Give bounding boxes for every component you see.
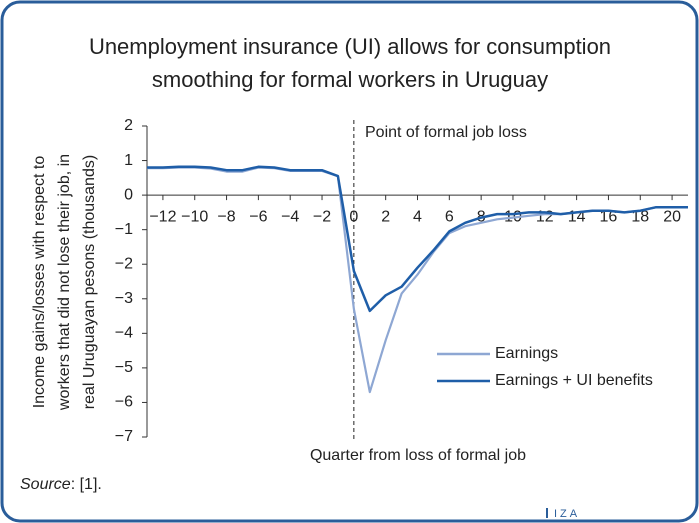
x-tick-label: −4 <box>281 208 299 225</box>
x-axis-label: Quarter from loss of formal job <box>310 447 526 464</box>
y-tick-label: −2 <box>115 255 133 272</box>
x-tick-label: 6 <box>445 208 454 225</box>
legend-label: Earnings <box>495 345 558 362</box>
x-tick-label: 18 <box>631 208 649 225</box>
x-tick-label: 0 <box>349 208 358 225</box>
source: Source: [1]. <box>20 476 102 493</box>
x-tick-label: −6 <box>249 208 267 225</box>
annotation: Point of formal job loss <box>365 124 527 141</box>
y-axis-label: Income gains/losses with respect to <box>31 156 48 409</box>
y-tick-label: −1 <box>115 221 133 238</box>
y-tick-label: −7 <box>115 428 133 445</box>
y-axis-label: workers that did not lose their job, in <box>56 154 73 411</box>
x-tick-label: 16 <box>600 208 618 225</box>
x-tick-label: 20 <box>663 208 681 225</box>
x-tick-label: −2 <box>313 208 331 225</box>
x-tick-label: −10 <box>181 208 208 225</box>
y-axis-label: real Uruguayan pesons (thousands) <box>81 155 98 409</box>
source-text: : [1]. <box>71 476 102 493</box>
x-tick-label: 4 <box>413 208 422 225</box>
legend-label: Earnings + UI benefits <box>495 372 653 389</box>
x-tick-label: 2 <box>381 208 390 225</box>
y-tick-label: 0 <box>124 186 133 203</box>
x-tick-label: −12 <box>149 208 176 225</box>
x-tick-label: 12 <box>536 208 554 225</box>
y-tick-label: −3 <box>115 290 133 307</box>
y-tick-label: 1 <box>124 152 133 169</box>
logo-bar <box>546 508 548 518</box>
y-tick-label: −5 <box>115 359 133 376</box>
y-tick-label: −6 <box>115 394 133 411</box>
y-tick-label: 2 <box>124 117 133 134</box>
chart-title: Unemployment insurance (UI) allows for c… <box>89 34 611 59</box>
x-tick-label: −8 <box>217 208 235 225</box>
series-line <box>147 165 688 313</box>
chart-title: smoothing for formal workers in Uruguay <box>152 67 548 92</box>
logo: IZA <box>554 508 580 520</box>
y-tick-label: −4 <box>115 325 133 342</box>
source-label: Source <box>20 476 71 493</box>
